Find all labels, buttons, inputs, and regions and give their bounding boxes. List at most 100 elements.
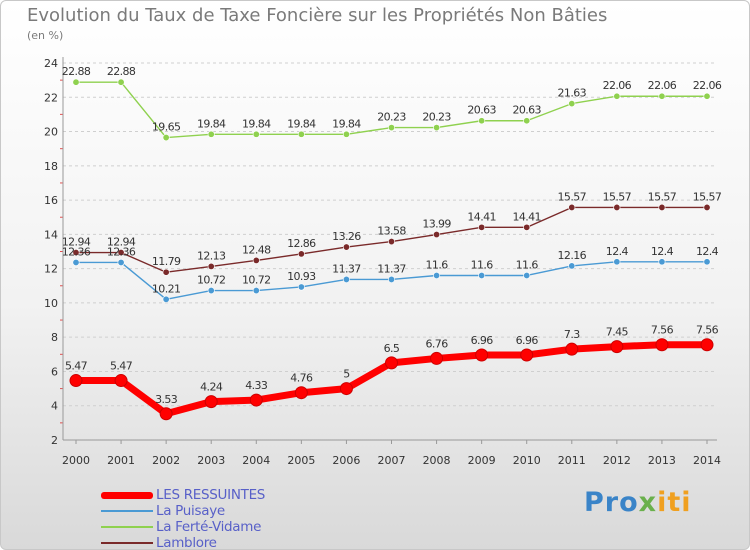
- data-point: [385, 356, 398, 370]
- data-label: 7.3: [564, 328, 580, 341]
- data-label: 19.84: [242, 117, 271, 130]
- y-tick-label: 8: [51, 331, 58, 344]
- x-tick-label: 2010: [513, 454, 541, 467]
- y-tick-label: 20: [44, 126, 58, 139]
- data-point: [700, 338, 714, 352]
- chart-subtitle: (en %): [27, 29, 64, 42]
- data-label: 22.06: [603, 79, 632, 92]
- data-point: [252, 130, 260, 138]
- data-point: [72, 78, 80, 86]
- data-label: 20.23: [377, 111, 406, 124]
- data-point: [613, 203, 621, 211]
- legend-label: Lamblore: [156, 535, 217, 550]
- data-point: [433, 124, 441, 132]
- data-point: [655, 338, 669, 352]
- data-label: 6.5: [384, 342, 400, 355]
- data-point: [339, 382, 353, 396]
- data-point: [658, 92, 666, 100]
- data-label: 20.63: [467, 104, 496, 117]
- data-label: 22.06: [648, 79, 677, 92]
- data-point: [117, 78, 125, 86]
- data-label: 12.4: [696, 245, 719, 258]
- data-point: [523, 117, 531, 125]
- data-label: 5.47: [110, 360, 133, 373]
- data-label: 22.88: [62, 65, 91, 78]
- data-label: 10.72: [197, 274, 226, 287]
- legend-item: LES RESSUINTES: [101, 487, 361, 503]
- data-label: 4.24: [200, 381, 223, 394]
- data-label: 19.84: [197, 117, 226, 130]
- legend-swatch: [101, 491, 153, 499]
- data-label: 15.57: [558, 190, 587, 203]
- data-point: [69, 374, 83, 388]
- data-label: 19.65: [152, 121, 181, 134]
- x-tick-label: 2011: [558, 454, 586, 467]
- data-label: 11.37: [332, 262, 361, 275]
- data-point: [297, 283, 305, 291]
- data-point: [162, 295, 170, 303]
- data-point: [703, 203, 711, 211]
- legend-item: La Ferté-Vidame: [101, 519, 361, 535]
- data-label: 11.79: [152, 255, 181, 268]
- series-layer: [69, 78, 714, 421]
- data-label: 12.16: [558, 249, 587, 262]
- data-point: [658, 258, 666, 266]
- y-tick-label: 4: [51, 400, 58, 413]
- y-tick-label: 18: [44, 160, 58, 173]
- data-label: 12.94: [107, 236, 136, 249]
- data-label: 7.56: [651, 324, 674, 337]
- data-point: [162, 268, 170, 276]
- data-point: [297, 130, 305, 138]
- data-point: [568, 262, 576, 270]
- y-tick-label: 24: [44, 57, 58, 70]
- data-point: [342, 275, 350, 283]
- data-point: [703, 258, 711, 266]
- data-point: [523, 271, 531, 279]
- data-label: 12.13: [197, 249, 226, 262]
- y-tick-label: 12: [44, 263, 58, 276]
- x-tick-label: 2002: [152, 454, 180, 467]
- data-point: [252, 256, 260, 264]
- data-point: [117, 249, 125, 257]
- data-label: 5.47: [65, 360, 88, 373]
- data-point: [207, 262, 215, 270]
- data-point: [520, 348, 534, 362]
- data-label: 22.88: [107, 65, 136, 78]
- legend-label: La Ferté-Vidame: [156, 519, 262, 535]
- data-label: 20.63: [512, 104, 541, 117]
- x-tick-label: 2007: [378, 454, 406, 467]
- data-label: 14.41: [467, 210, 496, 223]
- y-tick-label: 10: [44, 297, 58, 310]
- data-point: [204, 395, 218, 409]
- data-label: 12.4: [651, 245, 674, 258]
- data-label: 3.53: [155, 393, 178, 406]
- x-tick-label: 2006: [332, 454, 360, 467]
- data-label: 19.84: [332, 117, 361, 130]
- x-tick-label: 2001: [107, 454, 135, 467]
- data-label: 15.57: [693, 190, 722, 203]
- x-tick-label: 2009: [468, 454, 496, 467]
- data-label: 12.86: [287, 237, 316, 250]
- data-point: [433, 271, 441, 279]
- x-tick-label: 2003: [197, 454, 225, 467]
- data-point: [523, 223, 531, 231]
- y-tick-label: 16: [44, 194, 58, 207]
- data-point: [478, 271, 486, 279]
- data-label: 6.96: [471, 334, 494, 347]
- data-point: [430, 351, 444, 365]
- y-tick-label: 14: [44, 228, 58, 241]
- data-label: 4.76: [290, 372, 313, 385]
- data-point: [72, 258, 80, 266]
- data-point: [249, 393, 263, 407]
- data-label: 12.4: [606, 245, 629, 258]
- x-tick-label: 2013: [648, 454, 676, 467]
- data-point: [159, 407, 173, 421]
- data-label: 6.96: [516, 334, 539, 347]
- data-point: [613, 258, 621, 266]
- legend-item: Lamblore: [101, 535, 361, 550]
- data-label: 10.21: [152, 282, 181, 295]
- data-label: 19.84: [287, 117, 316, 130]
